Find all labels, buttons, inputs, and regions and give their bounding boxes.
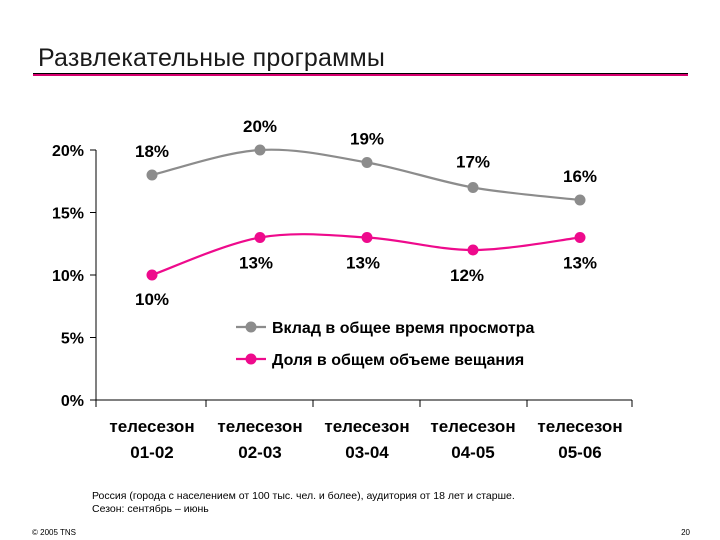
series-share-point: [361, 232, 373, 243]
source-note: Россия (города с населением от 100 тыс. …: [92, 490, 515, 516]
series-share-point: [574, 232, 586, 243]
series-share-point: [254, 232, 266, 243]
y-tick-label: 20%: [52, 143, 84, 160]
legend-label: Доля в общем объеме вещания: [272, 352, 524, 369]
series-contribution-point: [361, 157, 373, 168]
series-share-data-label: 12%: [450, 266, 484, 285]
page-number: 20: [681, 528, 690, 537]
x-tick-label: телесезон: [324, 417, 409, 436]
x-tick-label: телесезон: [430, 417, 515, 436]
y-tick-label: 5%: [61, 331, 84, 348]
series-contribution-point: [254, 144, 266, 156]
series-share-data-label: 13%: [346, 254, 380, 273]
series-contribution-data-label: 19%: [350, 130, 384, 149]
x-tick-label: телесезон: [537, 417, 622, 436]
title-divider: [33, 73, 688, 74]
y-tick-label: 10%: [52, 268, 84, 285]
page-title: Развлекательные программы: [38, 44, 386, 72]
x-tick-label: 01-02: [130, 443, 173, 462]
series-contribution-data-label: 18%: [135, 142, 169, 161]
y-tick-label: 0%: [61, 393, 84, 410]
series-share-data-label: 13%: [563, 254, 597, 273]
legend-marker: [245, 321, 257, 333]
x-tick-label: 04-05: [451, 443, 494, 462]
series-contribution-point: [467, 182, 479, 193]
legend-label: Вклад в общее время просмотра: [272, 320, 535, 337]
series-contribution-data-label: 17%: [456, 153, 490, 172]
title-accent-bar: [33, 74, 688, 76]
x-tick-label: телесезон: [217, 417, 302, 436]
legend-marker: [245, 353, 257, 365]
source-note-line-1: Россия (города с населением от 100 тыс. …: [92, 490, 515, 502]
series-share-point: [146, 269, 158, 281]
series-share-data-label: 10%: [135, 290, 169, 309]
series-contribution-point: [146, 169, 158, 181]
series-contribution-data-label: 20%: [243, 117, 277, 136]
x-tick-label: 03-04: [345, 443, 389, 462]
series-contribution-data-label: 16%: [563, 167, 597, 186]
x-tick-label: 02-03: [238, 443, 281, 462]
series-share-point: [467, 244, 479, 256]
x-tick-label: 05-06: [558, 443, 601, 462]
y-tick-label: 15%: [52, 206, 84, 223]
series-share-data-label: 13%: [239, 254, 273, 273]
series-contribution-point: [574, 194, 586, 206]
x-tick-label: телесезон: [109, 417, 194, 436]
source-note-line-2: Сезон: сентябрь – июнь: [92, 503, 209, 515]
copyright: © 2005 TNS: [32, 528, 76, 537]
